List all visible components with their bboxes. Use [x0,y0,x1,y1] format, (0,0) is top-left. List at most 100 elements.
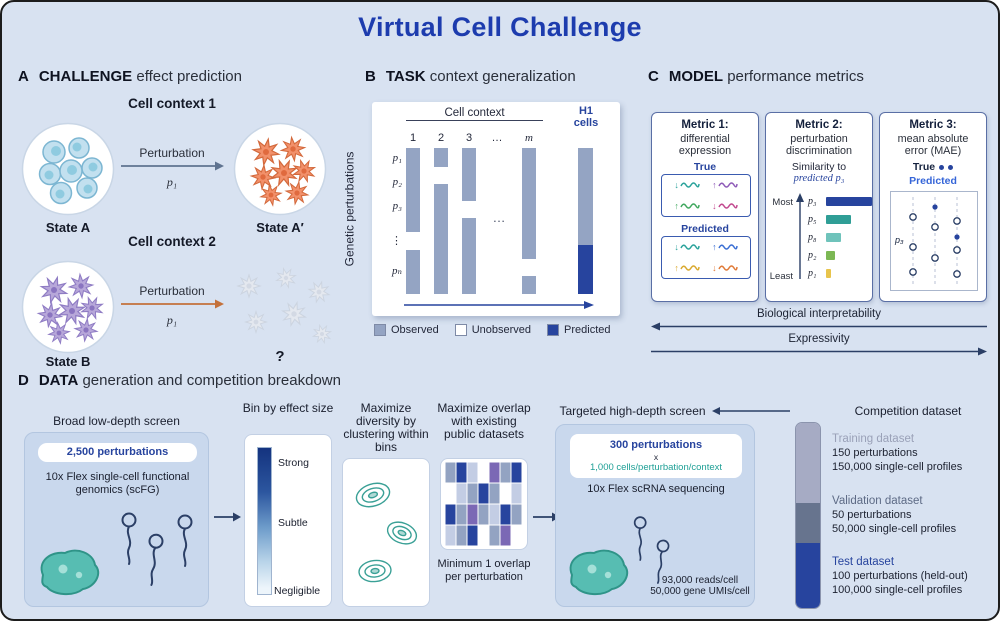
validation-perturbations: 50 perturbations [832,509,912,521]
down-arrow-icon: ↓ [712,200,717,211]
gene-squiggle-icon [680,182,700,188]
test-dataset-info: Test dataset 100 perturbations (held-out… [832,555,997,597]
dataset-overlap-mosaic-icon [444,462,523,546]
step2-box: Strong Subtle Negligible [244,434,332,607]
perturbation-symbol-1: p₁ [166,175,178,189]
cluster-contours-icon [355,482,418,583]
p3-point-label: p₃ [894,235,904,245]
metric-3-predicted-row: Predicted [880,175,986,187]
panel-d-keyword: DATA [38,372,79,389]
metric-1-subtitle: differential expression [678,133,732,157]
training-dataset-name: Training dataset [832,433,915,445]
matrix-observed-segment [434,148,448,167]
bar-fill [826,214,851,224]
panel-d-subtitle: generation and competition breakdown [82,372,341,389]
down-arrow-icon: ↓ [712,262,717,273]
up-arrow-icon: ↑ [712,180,717,191]
badge-x: x [653,451,659,462]
matrix-observed-segment [434,184,448,294]
similarity-axis-arrow-icon [796,193,804,279]
mae-plot-canvas: p₃ [894,197,961,285]
panel-c-letter: C [648,68,659,85]
training-segment [796,423,820,503]
step1-description: 10x Flex single-cell functional genomics… [45,471,190,496]
panel-d-header: D DATA generation and competition breakdo… [18,372,341,389]
matrix-observed-segment [406,250,420,294]
step5-title: Targeted high-depth screen [559,404,706,418]
negligible-label: Negligible [274,585,321,597]
scrna-cell-icon [569,516,670,595]
bar-label: p₈ [808,231,817,243]
col-label-1: 1 [409,132,417,144]
bar-label: p₂ [808,249,817,261]
bar-fill [826,196,872,206]
bar-fill [826,250,835,260]
validation-profiles: 50,000 single-cell profiles [832,523,957,535]
test-perturbations: 100 perturbations (held-out) [832,570,968,582]
h1-cells-column-header: H1 cells [573,105,599,129]
row-label-p3: p₃ [392,200,402,212]
expressivity-label: Expressivity [788,333,850,345]
figure-title: Virtual Cell Challenge [358,12,642,42]
cell-context-2-title: Cell context 2 [128,234,216,249]
validation-dataset-info: Validation dataset 50 perturbations 50,0… [832,494,997,536]
gene-squiggle-icon [680,265,700,271]
bar-fill [826,232,841,242]
step3-title: Maximize diversity by clustering within … [343,401,429,454]
step5-box: 300 perturbations x 1,000 cells/perturba… [555,424,755,607]
discrimination-row: p₃ [808,195,872,207]
row-label-p2: p₂ [392,176,402,188]
mae-plot: p₃ [890,191,978,291]
panel-a-keyword: CHALLENGE [38,68,133,85]
perturbation-label-1: Perturbation [139,146,205,160]
cell-context-1-title: Cell context 1 [128,96,216,111]
step5-description: 10x Flex scRNA sequencing [587,483,725,495]
scfg-cell-icon [40,512,193,595]
panel-c-keyword: MODEL [668,68,724,85]
metric-1-predicted-label: Predicted [681,223,729,235]
test-dataset-name: Test dataset [832,556,895,568]
panel-c-header: C MODEL performance metrics [648,68,864,85]
matrix-h1-predicted-segment [578,245,593,294]
test-segment [796,543,820,608]
matrix-observed-segment [406,148,420,232]
competition-dataset-title: Competition dataset [854,404,962,418]
bar-label: p₅ [808,213,817,225]
step4-box [440,458,528,550]
step2-title: Bin by effect size [242,401,334,415]
interpretability-arrow-icon [651,322,987,331]
validation-dataset-name: Validation dataset [832,495,923,507]
panel-a-letter: A [18,68,29,85]
gene-squiggle-icon [680,203,700,209]
reads-per-cell: 93,000 reads/cell [661,575,739,586]
panel-d-letter: D [18,372,29,389]
unobserved-swatch [454,324,467,336]
step3-box [342,458,430,607]
row-label-vdots: ⋮ [391,235,402,247]
panel-b-letter: B [365,68,376,85]
metric-2-title: Metric 2: [795,119,843,131]
up-arrow-icon: ↑ [712,242,717,253]
panel-c-subtitle: performance metrics [727,68,864,85]
panel-b-subtitle: context generalization [429,68,576,85]
strong-label: Strong [278,457,309,469]
observed-swatch [374,324,386,336]
metric-2-subtitle: perturbation discrimination [785,133,852,157]
panel-a-subtitle: effect prediction [136,68,242,85]
up-arrow-icon: ↑ [674,200,679,211]
expression-item: ↑ [712,242,738,252]
state-b-label: State B [45,354,91,369]
discrimination-row: p₂ [808,249,835,261]
panel-b-keyword: TASK [385,68,426,85]
badge-perturbations: 300 perturbations [609,438,703,451]
metric-1-box: Metric 1: differential expression True ↓… [651,112,759,302]
most-label: Most [772,197,793,208]
step4-note: Minimum 1 overlap per perturbation [437,558,531,583]
metric-3-box: Metric 3: mean absolute error (MAE) True… [879,112,987,302]
context-axis-arrow-icon [404,301,594,309]
similarity-line-2: predicted p₃ [793,173,845,184]
high-depth-badge: 300 perturbations x 1,000 cells/perturba… [570,434,742,478]
perturbation-count-badge: 2,500 perturbations [38,443,197,462]
unknown-state-label: ? [275,348,285,365]
